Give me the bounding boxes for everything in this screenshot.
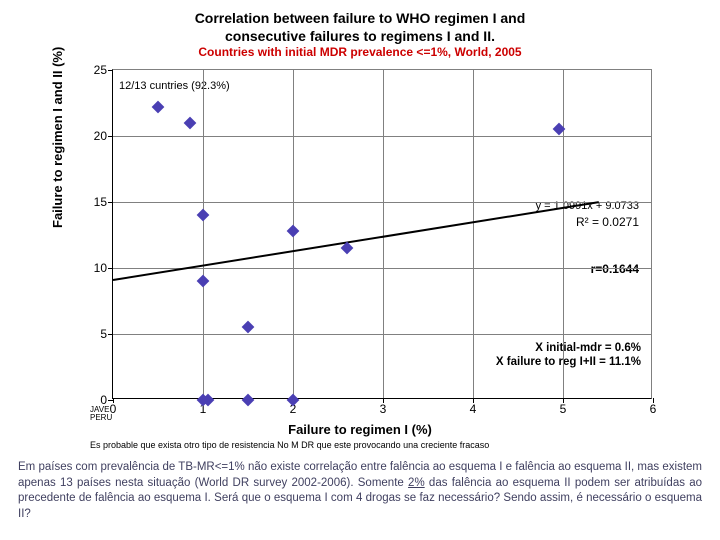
data-point (183, 116, 196, 129)
tick-y (108, 202, 113, 203)
plot-area: 12/13 cuntries (92.3%) y = 1.0991x + 9.0… (112, 69, 652, 399)
gridline-h (113, 202, 651, 203)
gridline-v (473, 70, 474, 398)
tick-y (108, 334, 113, 335)
ytick-label: 5 (100, 327, 107, 341)
title-line-2: consecutive failures to regimens I and I… (225, 28, 495, 44)
xtick-label: 4 (470, 402, 477, 416)
data-point (197, 275, 210, 288)
chart-container: Correlation between failure to WHO regim… (40, 8, 680, 453)
signature: JAVE PERU (90, 406, 112, 422)
anno-top-left: 12/13 cuntries (92.3%) (119, 80, 230, 92)
gridline-h (113, 136, 651, 137)
anno-xmean-2: X failure to reg I+II = 11.1% (496, 356, 641, 368)
x-axis-label: Failure to regimen I (%) (40, 422, 680, 437)
gridline-h (113, 334, 651, 335)
ytick-label: 25 (94, 63, 107, 77)
ytick-label: 20 (94, 129, 107, 143)
y-axis-label: Failure to regimen I and II (%) (50, 47, 65, 228)
signature-l2: PERU (90, 413, 112, 422)
ytick-label: 10 (94, 261, 107, 275)
anno-xmean-1: X initial-mdr = 0.6% (535, 342, 641, 354)
chart-subtitle: Countries with initial MDR prevalence <=… (40, 45, 680, 63)
xtick-label: 5 (560, 402, 567, 416)
anno-r: r=0.1644 (591, 262, 639, 276)
gridline-h (113, 268, 651, 269)
gridline-v (383, 70, 384, 398)
title-line-1: Correlation between failure to WHO regim… (195, 10, 526, 26)
tick-y (108, 268, 113, 269)
data-point (287, 225, 300, 238)
data-point (197, 209, 210, 222)
caption: Em países com prevalência de TB-MR<=1% n… (18, 460, 702, 522)
data-point (242, 321, 255, 334)
gridline-v (563, 70, 564, 398)
anno-r2: R² = 0.0271 (576, 215, 639, 229)
footnote: Es probable que exista otro tipo de resi… (90, 440, 489, 450)
data-point (287, 394, 300, 407)
xtick-label: 6 (650, 402, 657, 416)
xtick-label: 3 (380, 402, 387, 416)
tick-y (108, 136, 113, 137)
caption-pct: 2% (408, 477, 425, 489)
data-point (242, 394, 255, 407)
gridline-v (203, 70, 204, 398)
ytick-label: 15 (94, 195, 107, 209)
tick-y (108, 70, 113, 71)
tick-y (108, 400, 113, 401)
data-point (152, 101, 165, 114)
chart-title: Correlation between failure to WHO regim… (40, 8, 680, 45)
